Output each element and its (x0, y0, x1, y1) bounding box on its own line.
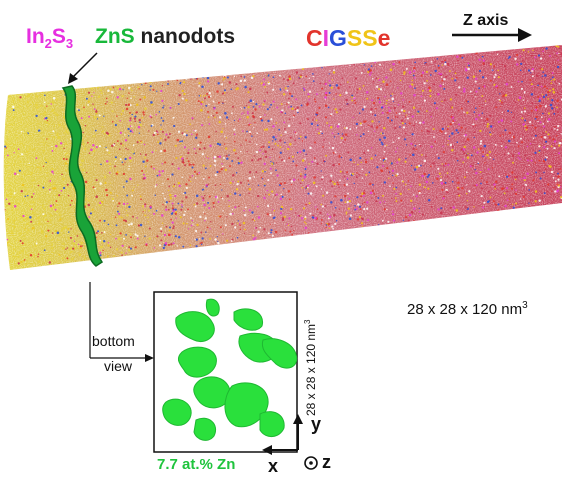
cigsse-letter: I (322, 25, 330, 51)
zns-nanodots-label: ZnS nanodots (95, 25, 235, 49)
volume-dimensions-label: 28 x 28 x 120 nm3 (407, 300, 528, 318)
cigsse-letter: C (306, 25, 323, 51)
atom-dots (3, 45, 562, 269)
bottom-label: bottom (92, 333, 135, 349)
atom-speckle (3, 45, 562, 270)
axis-x-label: x (268, 456, 279, 476)
zns-pointer-arrow (68, 52, 98, 84)
zn-concentration-label: 7.7 at.% Zn (157, 456, 236, 473)
atom-probe-reconstruction (3, 45, 562, 270)
nanodots-cross-section (162, 298, 298, 441)
inset-dimensions-label: 28 x 28 x 120 nm3 (303, 319, 318, 416)
cigsse-letter: e (377, 25, 391, 51)
cigsse-letter: S (362, 25, 378, 51)
in2s3-label: In2S3 (26, 25, 74, 52)
cigsse-letter: G (329, 25, 347, 51)
nanodots-label: nanodots (134, 25, 236, 48)
zns-label: ZnS (95, 25, 135, 48)
z-axis-arrow (452, 28, 532, 42)
axis-y-label: y (311, 414, 322, 434)
view-label: view (104, 358, 133, 374)
axis-z-label: z (322, 452, 331, 472)
bottom-view-connector (89, 282, 154, 362)
cigsse-label: CIGSSe (306, 25, 390, 52)
z-axis-label: Z axis (463, 12, 509, 29)
zns-nanodot-layer (61, 85, 104, 267)
cigsse-letter: S (346, 25, 363, 51)
axis-triad (262, 414, 318, 470)
